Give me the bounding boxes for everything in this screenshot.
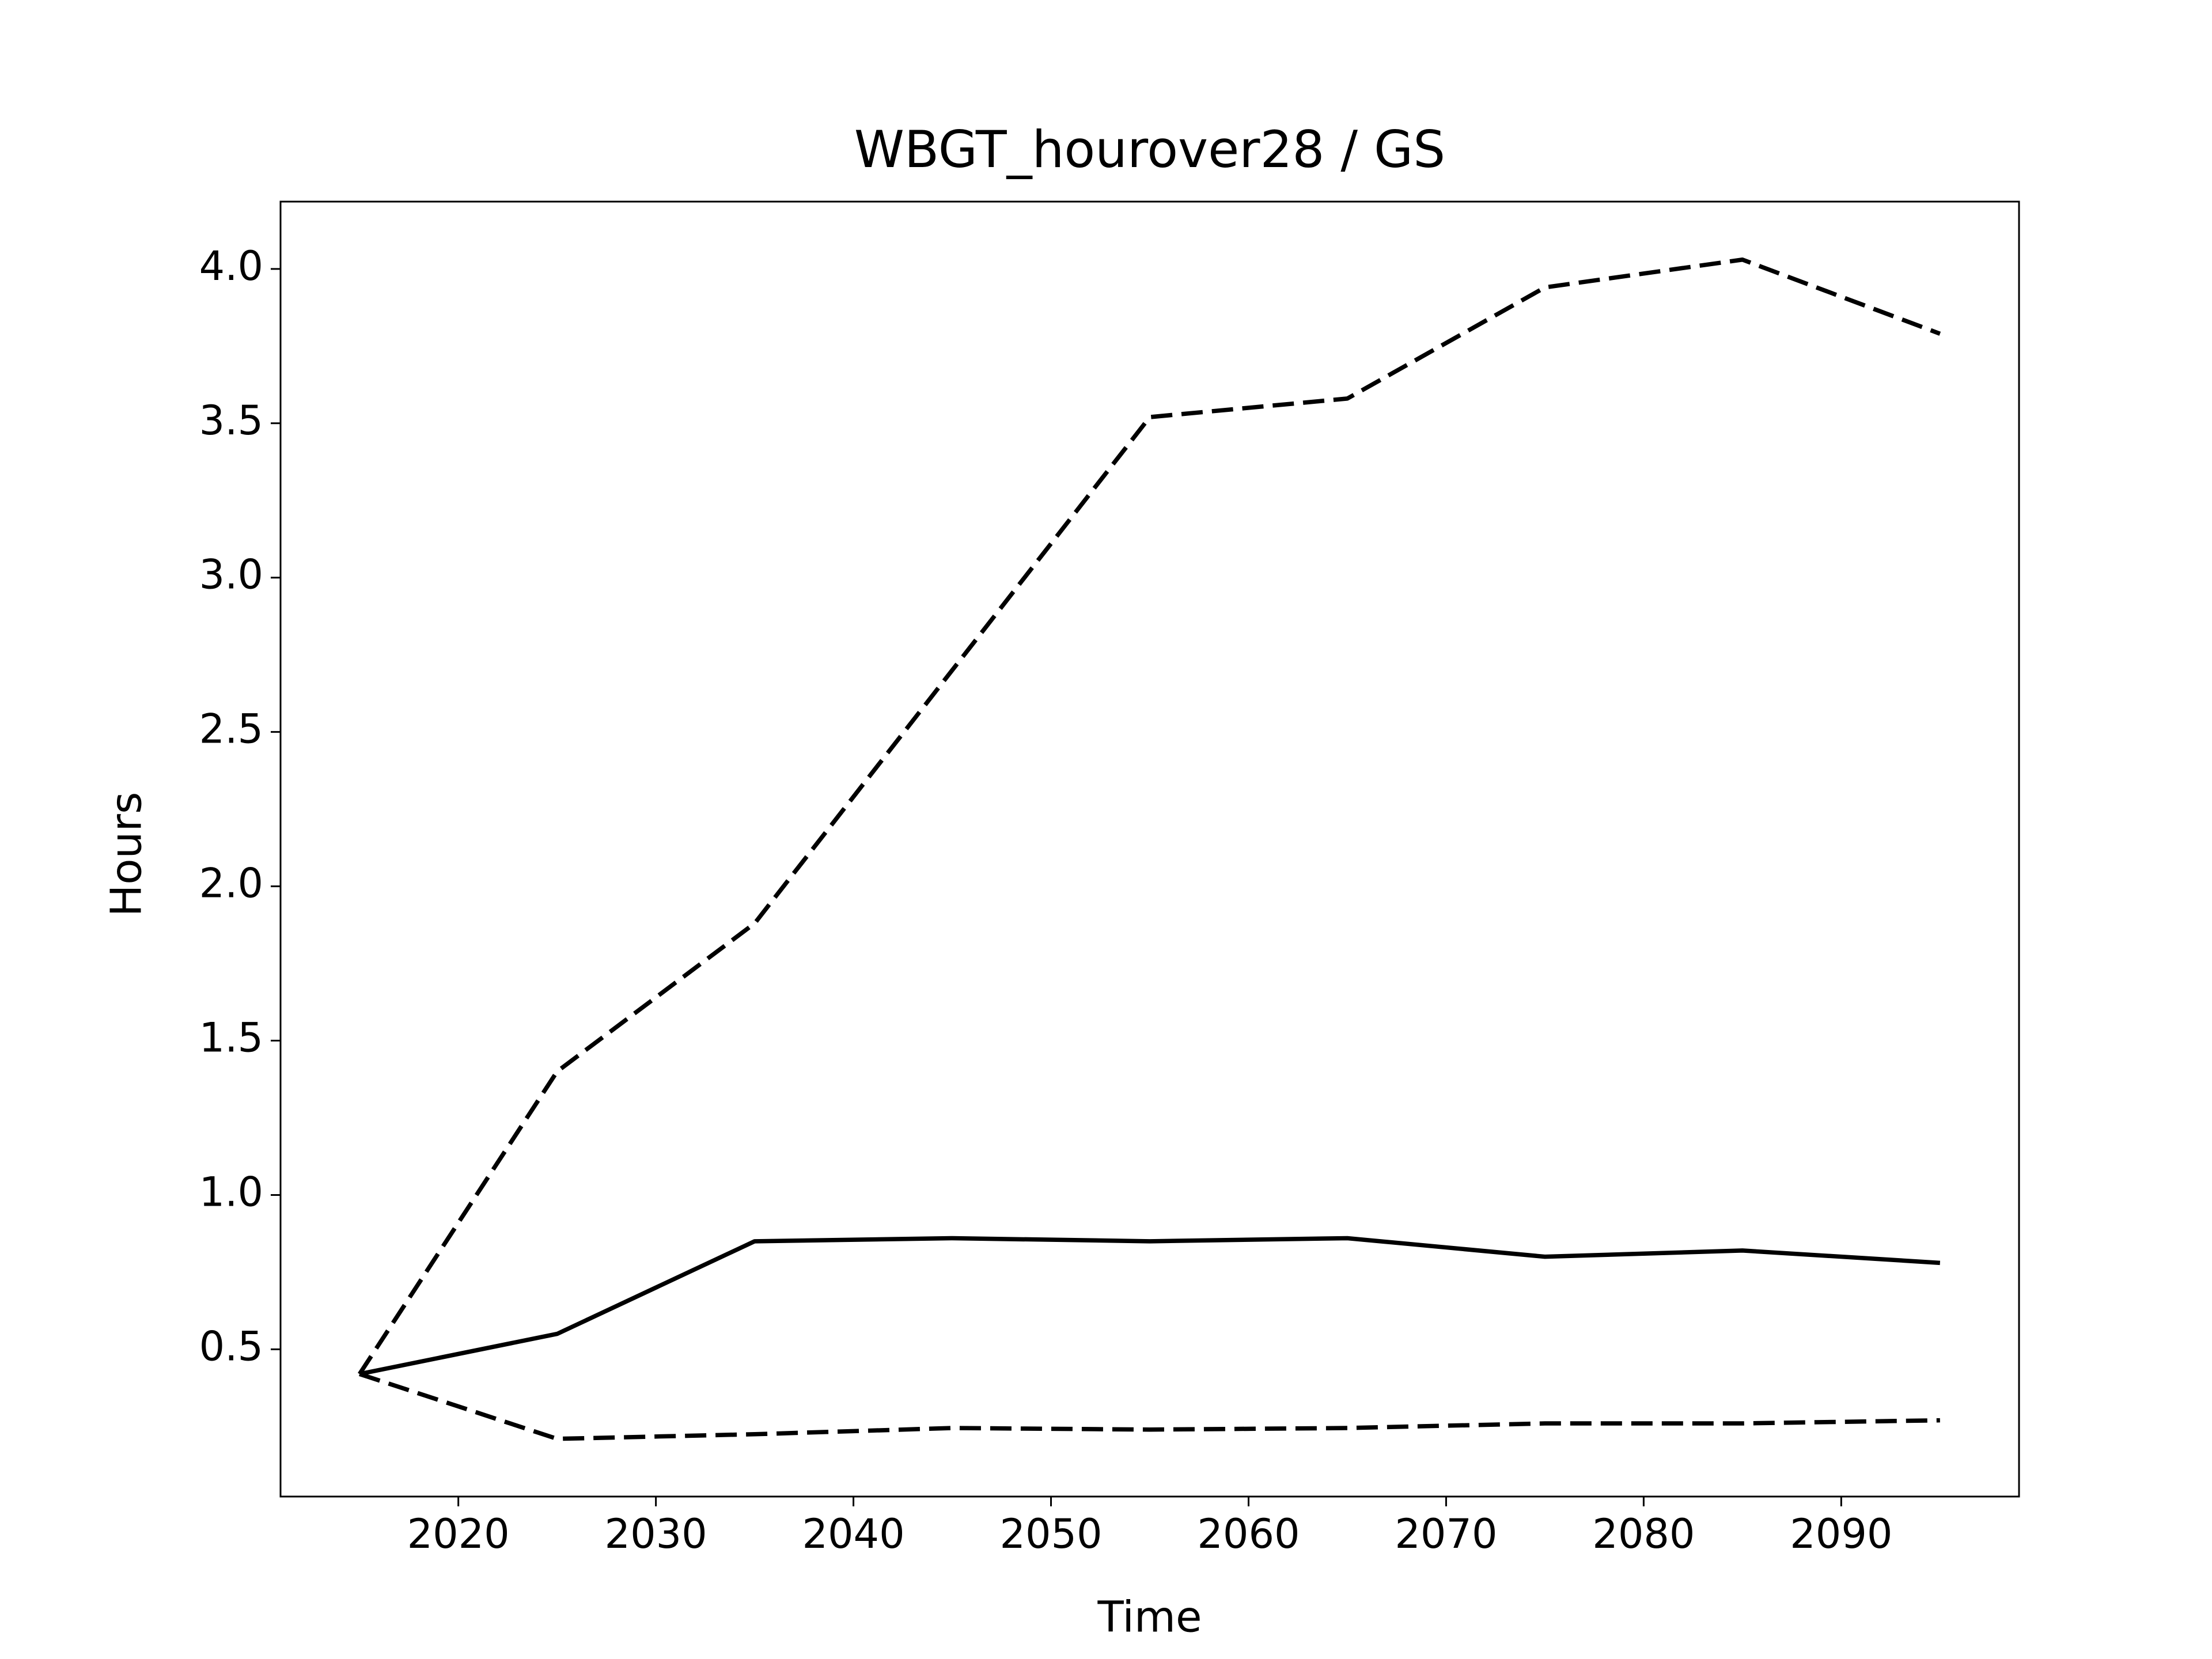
y-tick-label: 3.0 <box>199 551 263 599</box>
series-line <box>359 1372 1940 1441</box>
x-tick-label: 2030 <box>605 1510 707 1558</box>
plot-frame <box>279 200 2020 1498</box>
x-tick-label: 2090 <box>1790 1510 1892 1558</box>
x-tick-label: 2080 <box>1592 1510 1695 1558</box>
y-tick-label: 1.0 <box>199 1168 263 1215</box>
y-tick-label: 0.5 <box>199 1323 263 1370</box>
y-tick-label: 1.5 <box>199 1014 263 1062</box>
y-tick-label: 3.5 <box>199 397 263 444</box>
x-axis-label: Time <box>1097 1593 1202 1642</box>
series-line <box>358 257 1941 1376</box>
y-tick-label: 2.0 <box>199 860 263 907</box>
chart-title: WBGT_hourover28 / GS <box>854 120 1445 179</box>
x-tick-label: 2040 <box>802 1510 904 1558</box>
series-line <box>359 1236 1941 1376</box>
x-tick-label: 2050 <box>999 1510 1102 1558</box>
x-tick-label: 2060 <box>1197 1510 1300 1558</box>
y-tick-label: 2.5 <box>199 706 263 753</box>
x-tick-label: 2070 <box>1395 1510 1497 1558</box>
x-tick-label: 2020 <box>407 1510 510 1558</box>
y-tick-label: 4.0 <box>199 243 263 290</box>
y-axis-label: Hours <box>102 792 151 917</box>
